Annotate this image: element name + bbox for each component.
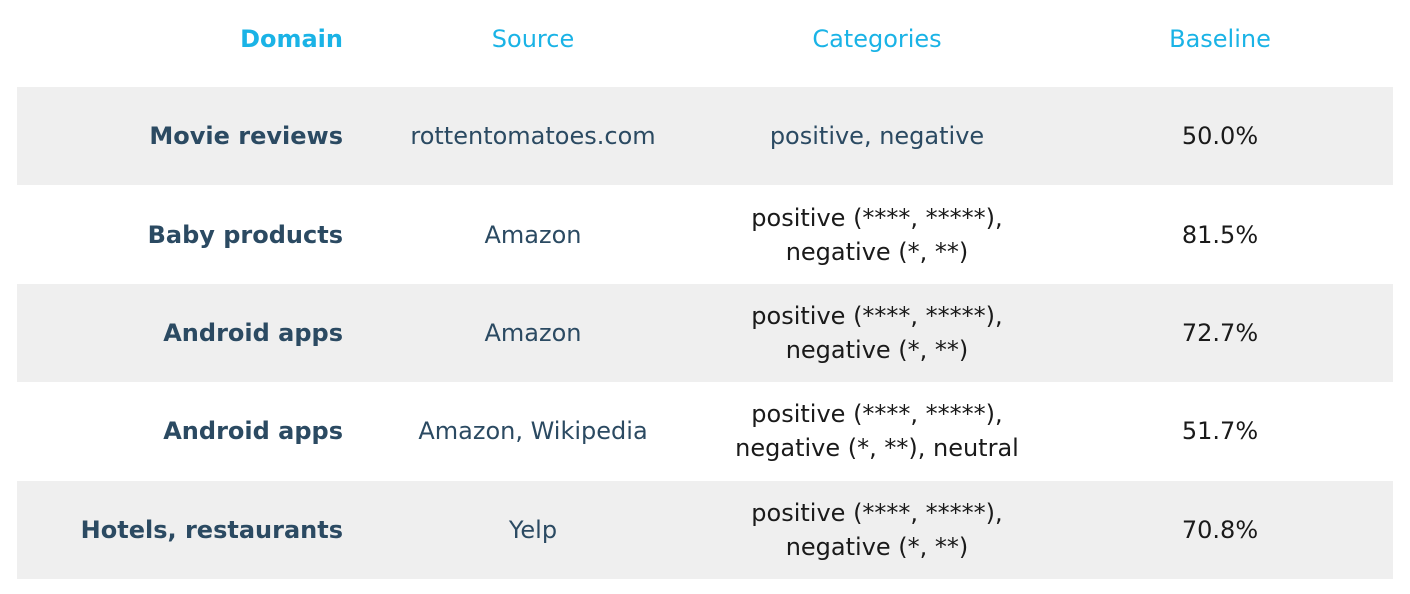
header-baseline: Baseline — [1169, 24, 1271, 53]
source-cell: Amazon, Wikipedia — [418, 417, 648, 446]
categories-line: negative (*, **) — [785, 335, 969, 364]
domain-cell: Android apps — [163, 417, 343, 446]
source-cell: Amazon — [484, 220, 582, 249]
table-row: Android apps Amazon, Wikipedia positive … — [17, 382, 1393, 480]
categories-cell: positive (****, *****), negative (*, **) — [677, 185, 1077, 283]
categories-cell: positive (****, *****), negative (*, **)… — [677, 382, 1077, 480]
header-categories: Categories — [812, 24, 942, 53]
baseline-cell: 50.0% — [1181, 122, 1259, 151]
baseline-cell: 70.8% — [1181, 515, 1259, 544]
baseline-cell: 72.7% — [1181, 318, 1259, 347]
results-table: Domain Source Categories Baseline Movie … — [17, 0, 1393, 579]
table-row: Movie reviews rottentomatoes.com positiv… — [17, 87, 1393, 186]
categories-line: negative (*, **) — [785, 237, 969, 266]
baseline-cell: 51.7% — [1181, 417, 1259, 446]
categories-line: positive (****, *****), — [751, 400, 1003, 429]
categories-cell: positive (****, *****), negative (*, **) — [677, 481, 1077, 579]
source-cell: Amazon — [484, 318, 582, 347]
domain-cell: Movie reviews — [149, 122, 343, 151]
source-cell: Yelp — [508, 515, 558, 544]
categories-line: negative (*, **) — [785, 532, 969, 561]
categories-line: negative (*, **), neutral — [735, 434, 1019, 463]
header-domain: Domain — [240, 24, 343, 53]
table-header-row: Domain Source Categories Baseline — [17, 0, 1393, 87]
table-row: Baby products Amazon positive (****, ***… — [17, 185, 1393, 283]
domain-cell: Hotels, restaurants — [80, 515, 343, 544]
table-row: Hotels, restaurants Yelp positive (****,… — [17, 480, 1393, 579]
categories-line: positive (****, *****), — [751, 301, 1003, 330]
source-cell: rottentomatoes.com — [410, 122, 656, 151]
categories-line: positive (****, *****), — [751, 203, 1003, 232]
categories-cell: positive, negative — [677, 87, 1077, 185]
table-row: Android apps Amazon positive (****, ****… — [17, 283, 1393, 383]
baseline-cell: 81.5% — [1181, 220, 1259, 249]
categories-line: positive (****, *****), — [751, 498, 1003, 527]
domain-cell: Android apps — [163, 318, 343, 347]
header-source: Source — [491, 24, 575, 53]
categories-line: positive, negative — [769, 122, 985, 151]
domain-cell: Baby products — [147, 220, 343, 249]
categories-cell: positive (****, *****), negative (*, **) — [677, 284, 1077, 382]
